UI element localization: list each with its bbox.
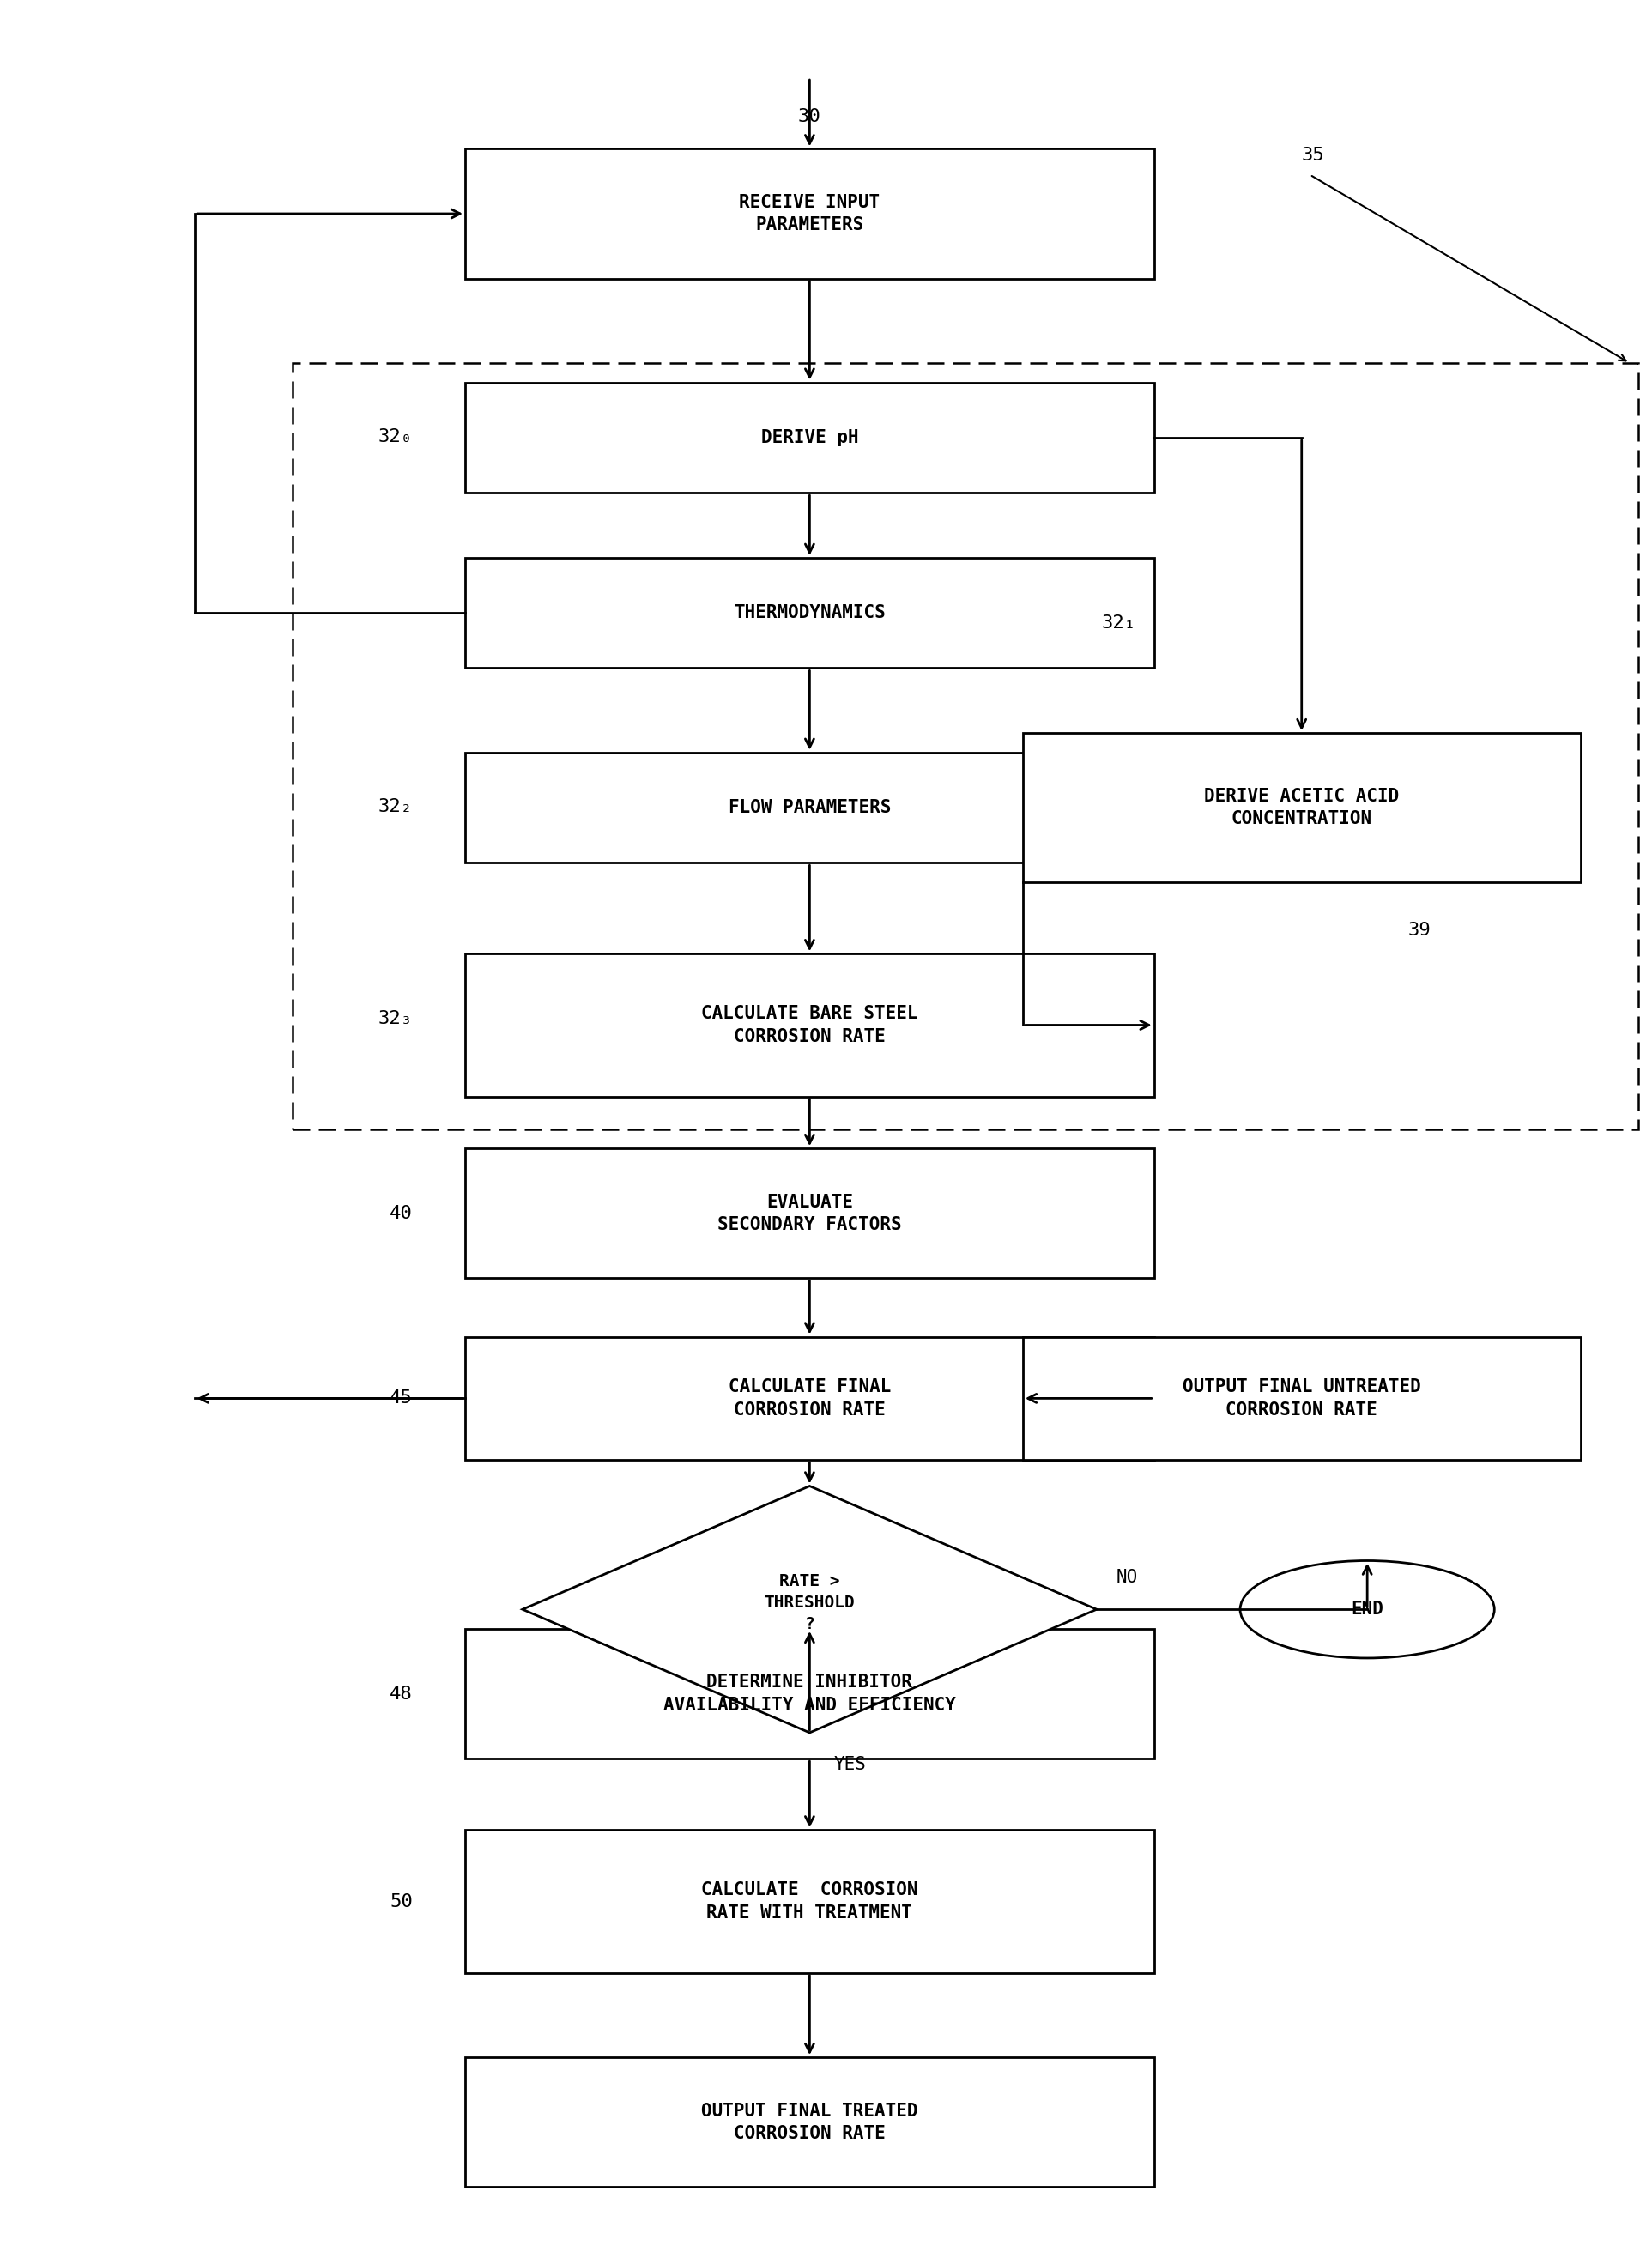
Text: 40: 40 (390, 1206, 413, 1222)
FancyBboxPatch shape (466, 1149, 1155, 1278)
FancyBboxPatch shape (466, 953, 1155, 1097)
FancyBboxPatch shape (466, 1829, 1155, 1973)
Text: OUTPUT FINAL UNTREATED
CORROSION RATE: OUTPUT FINAL UNTREATED CORROSION RATE (1183, 1377, 1421, 1418)
FancyBboxPatch shape (466, 149, 1155, 278)
Text: 45: 45 (390, 1389, 413, 1407)
Text: 39: 39 (1408, 921, 1431, 939)
Ellipse shape (1241, 1560, 1495, 1657)
Text: OUTPUT FINAL TREATED
CORROSION RATE: OUTPUT FINAL TREATED CORROSION RATE (700, 2102, 919, 2143)
Text: NO: NO (1117, 1569, 1138, 1585)
Text: 32₀: 32₀ (378, 429, 413, 445)
FancyBboxPatch shape (1023, 1337, 1581, 1461)
FancyBboxPatch shape (466, 382, 1155, 492)
Text: 48: 48 (390, 1684, 413, 1703)
Text: DERIVE ACETIC ACID
CONCENTRATION: DERIVE ACETIC ACID CONCENTRATION (1204, 788, 1399, 829)
Text: 50: 50 (390, 1892, 413, 1910)
FancyBboxPatch shape (466, 2057, 1155, 2188)
FancyBboxPatch shape (466, 1337, 1155, 1461)
Text: 32₂: 32₂ (378, 799, 413, 815)
FancyBboxPatch shape (1023, 734, 1581, 883)
Text: 32₁: 32₁ (1102, 614, 1137, 632)
Text: CALCULATE  CORROSION
RATE WITH TREATMENT: CALCULATE CORROSION RATE WITH TREATMENT (700, 1881, 919, 1922)
Text: EVALUATE
SECONDARY FACTORS: EVALUATE SECONDARY FACTORS (717, 1194, 902, 1233)
Text: DETERMINE INHIBITOR
AVAILABILITY AND EFFICIENCY: DETERMINE INHIBITOR AVAILABILITY AND EFF… (664, 1673, 957, 1714)
Text: THERMODYNAMICS: THERMODYNAMICS (733, 605, 885, 621)
Text: DERIVE pH: DERIVE pH (762, 429, 859, 447)
Text: YES: YES (834, 1757, 867, 1773)
Text: RATE >
THRESHOLD
?: RATE > THRESHOLD ? (765, 1574, 856, 1633)
Text: CALCULATE FINAL
CORROSION RATE: CALCULATE FINAL CORROSION RATE (729, 1377, 890, 1418)
Text: RECEIVE INPUT
PARAMETERS: RECEIVE INPUT PARAMETERS (738, 194, 881, 233)
Text: CALCULATE BARE STEEL
CORROSION RATE: CALCULATE BARE STEEL CORROSION RATE (700, 1005, 919, 1045)
FancyBboxPatch shape (466, 558, 1155, 668)
FancyBboxPatch shape (466, 1628, 1155, 1759)
Text: FLOW PARAMETERS: FLOW PARAMETERS (729, 799, 890, 815)
Text: END: END (1351, 1601, 1383, 1619)
Text: 30: 30 (798, 108, 821, 124)
Text: 35: 35 (1302, 147, 1325, 165)
FancyBboxPatch shape (466, 752, 1155, 863)
Text: 32₃: 32₃ (378, 1009, 413, 1027)
Polygon shape (522, 1486, 1097, 1732)
